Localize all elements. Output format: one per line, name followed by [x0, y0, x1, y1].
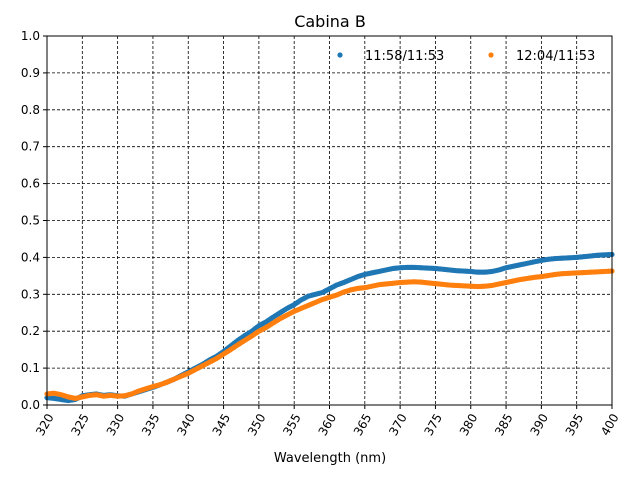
y-tick-label: 0.8 — [21, 103, 40, 117]
legend: 11:58/11:53 12:04/11:53 — [337, 49, 595, 64]
y-tick-label: 0.9 — [21, 66, 40, 80]
legend-label: 12:04/11:53 — [516, 49, 595, 64]
legend-label: 11:58/11:53 — [365, 49, 444, 64]
y-tick-label: 0.3 — [21, 287, 40, 301]
legend-marker — [488, 52, 494, 58]
chart-title: Cabina B — [294, 12, 366, 31]
y-tick-label: 0.2 — [21, 324, 40, 338]
y-tick-label: 0.4 — [21, 250, 40, 264]
x-axis-label: Wavelength (nm) — [274, 451, 386, 466]
legend-marker — [337, 52, 343, 58]
y-tick-label: 1.0 — [21, 29, 40, 43]
y-tick-label: 0.0 — [21, 398, 40, 412]
y-tick-label: 0.5 — [21, 214, 40, 228]
series-2 — [44, 268, 615, 401]
series-layer — [44, 251, 615, 404]
y-tick-label: 0.7 — [21, 140, 40, 154]
y-tick-label: 0.6 — [21, 177, 40, 191]
y-tick-label: 0.1 — [21, 361, 40, 375]
